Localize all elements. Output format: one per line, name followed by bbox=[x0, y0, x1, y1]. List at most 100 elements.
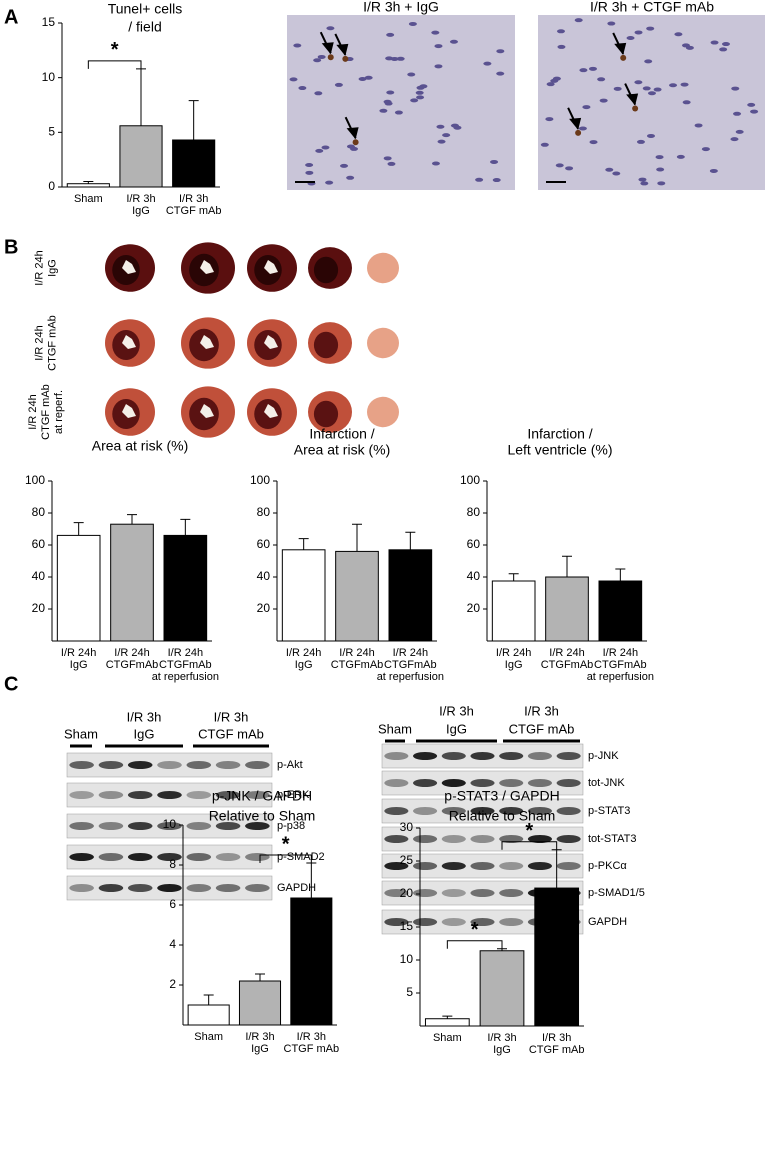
significance-label: * bbox=[111, 39, 119, 61]
bar bbox=[388, 549, 433, 642]
y-tick-label: 5 bbox=[48, 125, 55, 139]
blot-band bbox=[157, 853, 182, 861]
nucleus bbox=[321, 145, 330, 150]
bar bbox=[238, 980, 282, 1026]
chart-title: p-STAT3 / GAPDH bbox=[444, 788, 559, 804]
nucleus bbox=[490, 159, 499, 164]
y-tick-label: 20 bbox=[257, 601, 271, 615]
blot-label: p-Akt bbox=[277, 759, 303, 771]
stained-cell bbox=[575, 129, 582, 136]
bar bbox=[187, 1004, 230, 1026]
nucleus bbox=[657, 181, 666, 186]
bar bbox=[281, 549, 326, 642]
nucleus bbox=[386, 32, 395, 37]
y-tick-label: 100 bbox=[250, 473, 270, 487]
chart-title: Relative to Sham bbox=[209, 808, 316, 824]
lane-group-label: I/R 3h bbox=[214, 709, 249, 724]
y-tick-label: 15 bbox=[42, 15, 56, 29]
blot-band bbox=[186, 822, 212, 830]
x-tick-label: I/R 3h bbox=[487, 1032, 516, 1044]
blot-band bbox=[245, 791, 270, 799]
significance-bracket bbox=[446, 940, 503, 949]
nucleus bbox=[383, 156, 392, 161]
y-tick-label: 10 bbox=[400, 952, 414, 966]
error-bar bbox=[298, 538, 309, 550]
nucleus bbox=[710, 40, 719, 45]
chart-title: Area at risk (%) bbox=[294, 442, 390, 458]
x-tick-label: IgG bbox=[493, 1044, 511, 1056]
nucleus bbox=[735, 129, 744, 134]
stained-cell bbox=[342, 55, 349, 62]
cavity bbox=[200, 335, 214, 349]
significance-label: * bbox=[471, 919, 479, 941]
nucleus bbox=[685, 45, 694, 50]
heart-slice bbox=[367, 252, 399, 284]
blot-band bbox=[441, 889, 466, 897]
nucleus bbox=[496, 71, 505, 76]
blot-band bbox=[527, 862, 552, 870]
blot-band bbox=[69, 761, 94, 769]
blot-band bbox=[499, 862, 524, 870]
blot-band bbox=[215, 853, 241, 861]
nucleus bbox=[379, 108, 388, 113]
nucleus bbox=[436, 124, 445, 129]
x-tick-label: I/R 24h bbox=[286, 647, 321, 659]
bar bbox=[545, 576, 589, 642]
lane-group-label: Sham bbox=[378, 721, 412, 736]
error-bar bbox=[562, 555, 572, 577]
x-tick-label: CTGFmAb bbox=[159, 659, 212, 671]
y-tick-label: 60 bbox=[467, 537, 481, 551]
bar bbox=[66, 183, 110, 188]
nucleus bbox=[709, 168, 718, 173]
nucleus bbox=[431, 30, 440, 35]
nucleus bbox=[450, 123, 459, 128]
lane-group-label: IgG bbox=[134, 726, 155, 741]
nucleus bbox=[293, 43, 302, 48]
error-bar bbox=[73, 522, 84, 536]
infarct bbox=[313, 331, 339, 359]
nucleus bbox=[634, 30, 643, 35]
blot-band bbox=[98, 853, 124, 861]
x-tick-label: I/R 24h bbox=[114, 647, 149, 659]
nucleus bbox=[612, 171, 621, 176]
significance-bracket bbox=[259, 854, 312, 863]
y-tick-label: 2 bbox=[169, 977, 176, 991]
blot-band bbox=[527, 807, 552, 815]
cavity bbox=[264, 404, 278, 418]
stained-cell bbox=[352, 139, 359, 146]
blot-band bbox=[413, 889, 438, 897]
nucleus bbox=[415, 90, 424, 95]
error-bar bbox=[180, 518, 191, 536]
nucleus bbox=[346, 144, 355, 149]
nucleus bbox=[442, 133, 451, 138]
blot-band bbox=[556, 779, 581, 787]
nucleus bbox=[475, 177, 484, 182]
blot-band bbox=[384, 779, 409, 787]
panel-label: A bbox=[4, 6, 18, 28]
blot-band bbox=[499, 889, 524, 897]
x-tick-label: CTGF mAb bbox=[166, 205, 222, 217]
arrow-head bbox=[321, 42, 334, 55]
y-tick-label: 20 bbox=[32, 601, 46, 615]
blot-band bbox=[441, 752, 466, 760]
micrograph bbox=[287, 15, 515, 190]
nucleus bbox=[747, 102, 756, 107]
lane-group-label: I/R 3h bbox=[439, 703, 474, 718]
significance-label: * bbox=[525, 820, 533, 842]
micrograph bbox=[538, 15, 765, 190]
blot-band bbox=[384, 862, 409, 870]
blot-band bbox=[441, 807, 466, 815]
lane-group-label: I/R 3h bbox=[127, 709, 162, 724]
blot-band bbox=[499, 779, 524, 787]
nucleus bbox=[416, 95, 425, 100]
y-tick-label: 4 bbox=[169, 937, 176, 951]
heart-slice bbox=[367, 327, 399, 359]
lane-group-label: IgG bbox=[446, 721, 467, 736]
nucleus bbox=[579, 68, 588, 73]
x-tick-label: CTGF mAb bbox=[284, 1043, 340, 1055]
bar bbox=[119, 125, 163, 188]
y-tick-label: 40 bbox=[467, 569, 481, 583]
blot-band bbox=[245, 761, 270, 769]
nucleus bbox=[394, 110, 403, 115]
nucleus bbox=[605, 167, 614, 172]
